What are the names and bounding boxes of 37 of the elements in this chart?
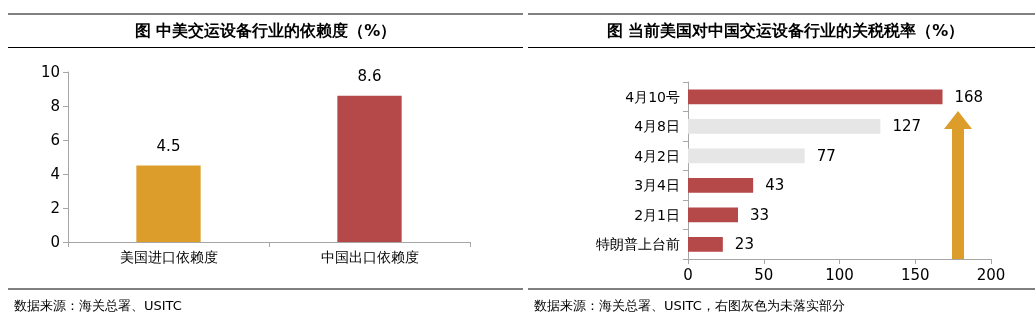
- data-label: 33: [749, 205, 770, 224]
- x-tick-label: 150: [900, 265, 930, 284]
- bar: [688, 148, 805, 164]
- x-tick-label: 200: [976, 265, 1006, 284]
- chart-title: 图 当前美国对中国交运设备行业的关税税率（%）: [528, 13, 1035, 48]
- data-label: 43: [765, 176, 785, 195]
- y-tick-label: 4月2日: [634, 147, 680, 164]
- source-note: 数据来源：海关总署、USITC: [14, 297, 183, 315]
- chart-title: 图 中美交运设备行业的依赖度（%）: [8, 13, 523, 48]
- y-tick-label: 2: [50, 199, 60, 217]
- y-tick-label: 4月8日: [634, 118, 680, 135]
- y-tick-label: 4: [50, 165, 60, 183]
- data-label: 77: [816, 146, 836, 165]
- y-tick-label: 8: [50, 97, 60, 115]
- bar: [688, 207, 738, 223]
- y-tick-label: 10: [40, 63, 60, 81]
- data-label: 127: [892, 117, 922, 136]
- x-tick-label: 50: [754, 265, 774, 284]
- bar: [688, 118, 881, 134]
- y-tick-label: 0: [50, 233, 60, 251]
- y-tick-label: 特朗普上台前: [596, 236, 680, 253]
- data-label: 8.6: [357, 67, 382, 86]
- data-label: 168: [954, 87, 984, 106]
- bar: [688, 177, 754, 193]
- bar: [688, 236, 723, 252]
- data-label: 23: [734, 235, 754, 254]
- y-tick-label: 6: [50, 131, 60, 149]
- y-tick-label: 3月4日: [634, 177, 680, 194]
- y-tick-label: 4月10号: [625, 88, 680, 105]
- data-label: 4.5: [156, 137, 181, 155]
- source-note: 数据来源：海关总署、USITC，右图灰色为未落实部分: [534, 297, 846, 315]
- bar: [688, 89, 943, 105]
- x-tick-label: 100: [825, 265, 854, 284]
- x-tick-label: 美国进口依赖度: [119, 249, 218, 265]
- x-tick-label: 中国出口依赖度: [320, 249, 419, 265]
- y-tick-label: 2月1日: [634, 206, 680, 223]
- x-tick-label: 0: [683, 265, 693, 284]
